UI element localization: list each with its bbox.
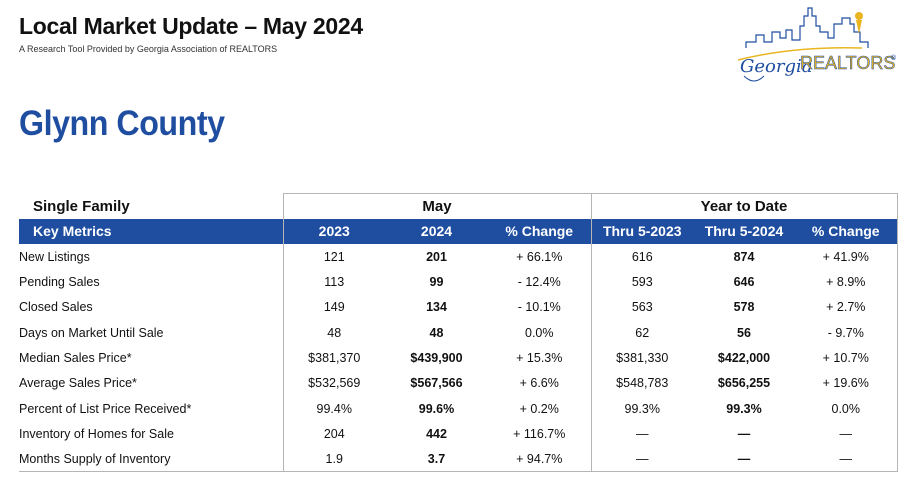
cell-y2024: —	[693, 446, 795, 473]
cell-metric: Months Supply of Inventory	[19, 446, 283, 473]
cell-m2023: 1.9	[282, 446, 385, 473]
cell-mchg: + 116.7%	[513, 426, 566, 441]
cell-mchg: + 94.7%	[488, 446, 591, 473]
column-header-row: Key Metrics 2023 2024 % Change Thru 5-20…	[19, 218, 898, 245]
skyline-logo-graphic: Georgia REALTORS ®	[737, 7, 897, 82]
cell-m2023: $532,569	[282, 370, 385, 396]
group-header-row: Single Family May Year to Date	[19, 192, 898, 219]
cell-y2023: 616	[590, 244, 693, 270]
cell-y2023: 99.3%	[590, 395, 693, 422]
cell-y2024: 646	[733, 275, 755, 290]
property-type-label: Single Family	[19, 193, 283, 219]
logo-word-realtors: REALTORS	[800, 53, 895, 73]
metrics-table-body: New Listings 121 201 + 66.1% 616 874 + 41.9% Pe…	[19, 244, 898, 473]
skyline-outline	[745, 7, 869, 48]
table-row: Inventory of Homes for Sale 204 442 + 116.7…	[19, 421, 898, 447]
cell-ychg: + 10.7%	[795, 345, 898, 371]
cell-y2024: 874	[733, 249, 755, 264]
col-header-2023: 2023	[282, 218, 385, 245]
cell-y2024: —	[737, 426, 751, 441]
col-header-key-metrics: Key Metrics	[19, 218, 283, 245]
cell-metric: Percent of List Price Received*	[19, 401, 192, 416]
col-header-ytd-change: % Change	[795, 218, 898, 245]
cell-ychg: —	[795, 446, 898, 473]
logo-trademark: ®	[891, 54, 897, 62]
cell-metric: Inventory of Homes for Sale	[19, 426, 174, 441]
cell-ychg: - 9.7%	[795, 319, 898, 346]
cell-mchg: + 6.6%	[519, 376, 559, 391]
cell-y2024: $422,000	[717, 350, 771, 365]
table-row: Months Supply of Inventory 1.9 3.7 + 94.7% —…	[19, 446, 898, 473]
torch-graphic	[856, 20, 862, 34]
cell-y2023: 593	[590, 269, 693, 295]
table-row: New Listings 121 201 + 66.1% 616 874 + 41.9%	[19, 244, 898, 270]
col-header-thru-2024: Thru 5-2024	[693, 218, 795, 245]
cell-y2023: —	[590, 446, 693, 473]
georgia-realtors-logo: Georgia REALTORS ®	[734, 2, 899, 88]
table-row: Pending Sales 113 99 - 12.4% 593 646 + 8.9%	[19, 269, 898, 295]
page-subtitle: A Research Tool Provided by Georgia Asso…	[19, 44, 278, 54]
cell-ychg: 0.0%	[795, 395, 898, 422]
cell-m2023: 204	[282, 421, 385, 447]
cell-metric: New Listings	[19, 249, 90, 264]
ytd-group-label: Year to Date	[590, 192, 898, 219]
cell-metric: Average Sales Price*	[19, 376, 137, 391]
cell-mchg: + 66.1%	[516, 249, 563, 264]
table-row: Median Sales Price* $381,370 $439,900 + 15.…	[19, 345, 898, 371]
cell-m2024: $439,900	[410, 350, 463, 365]
cell-m2023: 99.4%	[282, 395, 385, 422]
county-heading: Glynn County	[19, 104, 225, 143]
cell-mchg: + 15.3%	[516, 350, 563, 365]
cell-ychg: + 8.9%	[795, 269, 898, 295]
cell-mchg: + 0.2%	[519, 401, 559, 416]
cell-m2023: 121	[282, 244, 385, 270]
cell-m2024: 134	[426, 300, 447, 315]
cell-mchg: 0.0%	[525, 325, 554, 340]
cell-y2023: 563	[590, 294, 693, 320]
cell-y2024: 99.3%	[726, 401, 762, 416]
col-header-thru-2023: Thru 5-2023	[590, 218, 693, 245]
logo-flourish	[743, 75, 765, 82]
cell-y2024: $656,255	[717, 376, 771, 391]
cell-y2023: —	[590, 421, 693, 447]
cell-m2024: 48	[429, 325, 444, 340]
cell-m2023: $381,370	[282, 345, 385, 371]
cell-mchg: - 10.1%	[517, 300, 561, 315]
table-row: Average Sales Price* $532,569 $567,566 + 6.…	[19, 370, 898, 396]
cell-m2023: 48	[282, 319, 385, 346]
cell-ychg: + 19.6%	[795, 370, 898, 396]
page-title: Local Market Update – May 2024	[19, 13, 363, 39]
table-row: Closed Sales 149 134 - 10.1% 563 578 + 2.7%	[19, 294, 898, 320]
cell-metric: Pending Sales	[19, 275, 100, 290]
cell-m2024: 201	[426, 249, 447, 264]
market-metrics-table: Single Family May Year to Date Key Metri…	[19, 192, 898, 473]
logo-word-georgia: Georgia	[740, 56, 812, 77]
cell-y2024: 56	[737, 325, 751, 340]
cell-ychg: —	[795, 421, 898, 447]
cell-metric: Days on Market Until Sale	[19, 325, 164, 340]
table-row: Percent of List Price Received* 99.4% 99.6…	[19, 395, 898, 422]
cell-mchg: - 12.4%	[517, 275, 561, 290]
cell-y2023: 62	[590, 319, 693, 346]
cell-metric: Closed Sales	[19, 300, 93, 315]
cell-ychg: + 41.9%	[795, 244, 898, 270]
cell-m2024: 99	[429, 275, 444, 290]
cell-y2024: 578	[733, 300, 755, 315]
col-header-month-change: % Change	[488, 218, 591, 245]
col-header-2024: 2024	[385, 218, 488, 245]
cell-y2023: $381,330	[590, 345, 693, 371]
swoosh-graphic	[737, 47, 863, 61]
cell-m2024: 99.6%	[418, 401, 455, 416]
cell-ychg: + 2.7%	[795, 294, 898, 320]
cell-m2024: 442	[426, 426, 447, 441]
cell-m2023: 113	[282, 269, 385, 295]
table-row: Days on Market Until Sale 48 48 0.0% 62 56 - 9…	[19, 319, 898, 346]
cell-metric: Median Sales Price*	[19, 350, 132, 365]
cell-m2024: 3.7	[385, 446, 488, 473]
cell-m2024: $567,566	[410, 376, 463, 391]
cell-m2023: 149	[282, 294, 385, 320]
month-group-label: May	[282, 192, 591, 219]
cell-y2023: $548,783	[590, 370, 693, 396]
